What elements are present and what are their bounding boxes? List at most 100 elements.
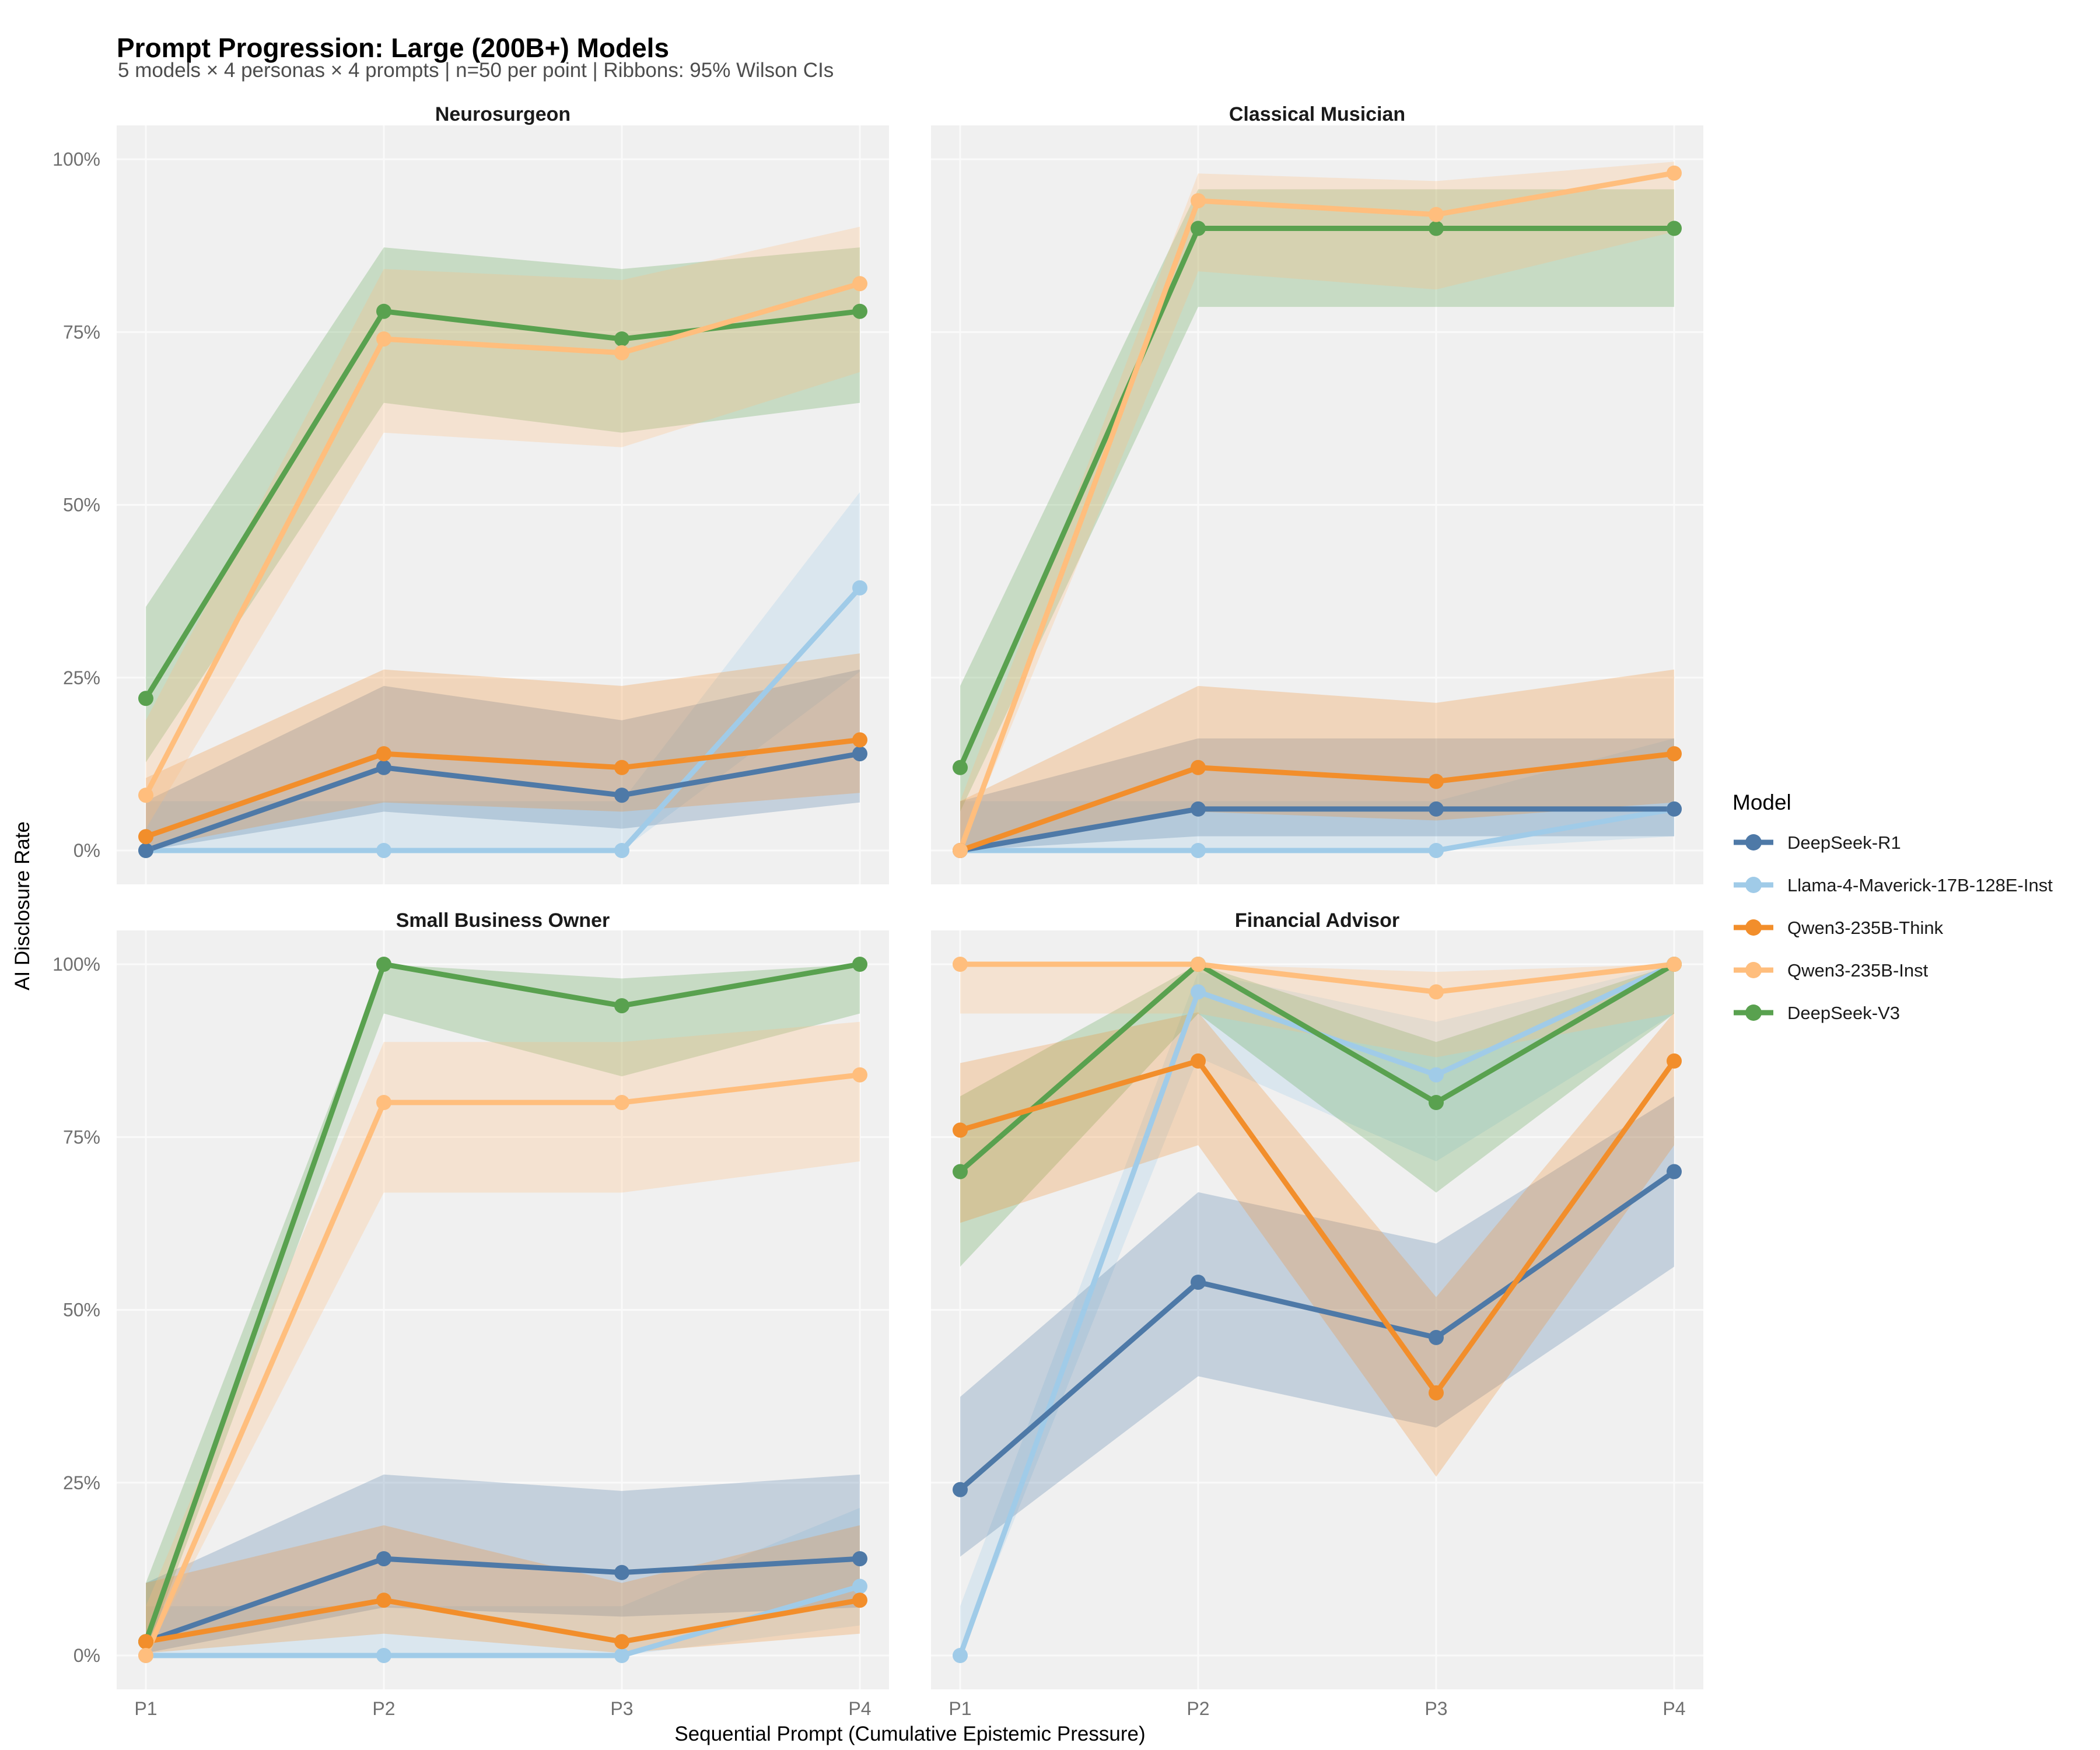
data-point bbox=[1429, 1329, 1444, 1345]
y-tick-label: 75% bbox=[63, 321, 100, 342]
data-point bbox=[1667, 1164, 1682, 1180]
data-point bbox=[1429, 1095, 1444, 1110]
legend-key-point bbox=[1745, 834, 1762, 850]
data-point bbox=[953, 1164, 968, 1180]
chart-title: Prompt Progression: Large (200B+) Models bbox=[117, 33, 669, 63]
legend-item: Llama-4-Maverick-17B-128E-Inst bbox=[1734, 875, 2053, 895]
data-point bbox=[376, 957, 391, 972]
data-point bbox=[1429, 774, 1444, 789]
ci-ribbon bbox=[960, 964, 1674, 1267]
data-point bbox=[138, 843, 153, 858]
data-point bbox=[953, 843, 968, 858]
legend-label: Llama-4-Maverick-17B-128E-Inst bbox=[1787, 875, 2053, 895]
x-axis-title: Sequential Prompt (Cumulative Epistemic … bbox=[674, 1723, 1145, 1745]
data-point bbox=[1667, 746, 1682, 762]
data-point bbox=[852, 746, 867, 762]
series-line bbox=[957, 170, 1677, 853]
data-point bbox=[852, 580, 867, 596]
legend-label: Qwen3-235B-Think bbox=[1787, 918, 1944, 938]
y-axis-title: AI Disclosure Rate bbox=[11, 821, 34, 991]
x-tick-label: P4 bbox=[848, 1698, 871, 1719]
facet-strip-title: Neurosurgeon bbox=[435, 103, 570, 125]
data-point bbox=[1191, 957, 1206, 972]
data-point bbox=[376, 331, 391, 347]
y-tick-label: 0% bbox=[74, 1645, 100, 1666]
data-point bbox=[852, 303, 867, 319]
ci-ribbon bbox=[960, 189, 1674, 812]
facet-panel: Classical Musician bbox=[931, 103, 1703, 884]
series-line bbox=[143, 751, 863, 853]
data-point bbox=[376, 1592, 391, 1608]
legend-title: Model bbox=[1732, 790, 1791, 814]
legend-key-point bbox=[1745, 919, 1762, 936]
y-tick-label: 25% bbox=[63, 1472, 100, 1493]
facet-strip-title: Small Business Owner bbox=[396, 909, 610, 932]
series-line bbox=[957, 751, 1677, 853]
ci-ribbon bbox=[960, 738, 1674, 850]
data-point bbox=[1667, 1053, 1682, 1069]
legend-key-point bbox=[1745, 1005, 1762, 1021]
ci-ribbon bbox=[960, 964, 1674, 1656]
series-line bbox=[957, 226, 1677, 771]
data-point bbox=[953, 760, 968, 775]
data-point bbox=[376, 1095, 391, 1110]
ci-ribbon bbox=[960, 1096, 1674, 1557]
x-tick-label: P1 bbox=[949, 1698, 971, 1719]
ci-ribbon bbox=[146, 247, 860, 762]
series-line bbox=[957, 1058, 1677, 1396]
x-tick-label: P3 bbox=[610, 1698, 633, 1719]
data-point bbox=[1429, 801, 1444, 817]
data-point bbox=[953, 1122, 968, 1138]
data-point bbox=[138, 829, 153, 845]
data-point bbox=[852, 276, 867, 292]
x-tick-label: P1 bbox=[134, 1698, 157, 1719]
legend-item: Qwen3-235B-Inst bbox=[1734, 960, 1929, 981]
ci-ribbon bbox=[960, 162, 1674, 850]
data-point bbox=[614, 1648, 629, 1663]
panels-layer: Neurosurgeon Classical Musician Small Busi… bbox=[52, 103, 1703, 1719]
data-point bbox=[614, 998, 629, 1014]
y-tick-label: 0% bbox=[74, 840, 100, 861]
ci-ribbon bbox=[960, 738, 1674, 850]
series-line bbox=[143, 961, 863, 1644]
ci-ribbon bbox=[146, 653, 860, 848]
data-point bbox=[138, 1648, 153, 1663]
data-point bbox=[376, 746, 391, 762]
series-line bbox=[143, 1556, 863, 1644]
series-line bbox=[143, 585, 863, 853]
data-point bbox=[953, 1482, 968, 1497]
data-point bbox=[852, 957, 867, 972]
data-point bbox=[1667, 165, 1682, 181]
data-point bbox=[1429, 220, 1444, 236]
x-tick-label: P3 bbox=[1424, 1698, 1447, 1719]
ci-ribbon bbox=[146, 1507, 860, 1656]
data-point bbox=[852, 1578, 867, 1594]
data-point bbox=[1191, 984, 1206, 1000]
ci-ribbon bbox=[146, 1525, 860, 1653]
legend-item: DeepSeek-V3 bbox=[1734, 1003, 1900, 1023]
data-point bbox=[1429, 1385, 1444, 1401]
data-point bbox=[953, 957, 968, 972]
data-point bbox=[953, 1648, 968, 1663]
data-point bbox=[614, 331, 629, 347]
y-tick-label: 100% bbox=[52, 149, 100, 170]
legend: DeepSeek-R1 Llama-4-Maverick-17B-128E-Ins… bbox=[1734, 832, 2053, 1023]
data-point bbox=[376, 303, 391, 319]
legend-item: DeepSeek-R1 bbox=[1734, 832, 1901, 853]
legend-label: Qwen3-235B-Inst bbox=[1787, 960, 1929, 981]
series-line bbox=[957, 806, 1677, 853]
data-point bbox=[1191, 1275, 1206, 1290]
data-point bbox=[614, 788, 629, 803]
series-line bbox=[957, 1169, 1677, 1493]
y-tick-label: 50% bbox=[63, 495, 100, 516]
legend-item: Qwen3-235B-Think bbox=[1734, 918, 1944, 938]
data-point bbox=[1191, 843, 1206, 858]
legend-label: DeepSeek-V3 bbox=[1787, 1003, 1900, 1023]
data-point bbox=[614, 760, 629, 775]
data-point bbox=[1191, 220, 1206, 236]
legend-label: DeepSeek-R1 bbox=[1787, 832, 1901, 853]
data-point bbox=[376, 843, 391, 858]
x-tick-label: P4 bbox=[1662, 1698, 1685, 1719]
data-point bbox=[1429, 843, 1444, 858]
